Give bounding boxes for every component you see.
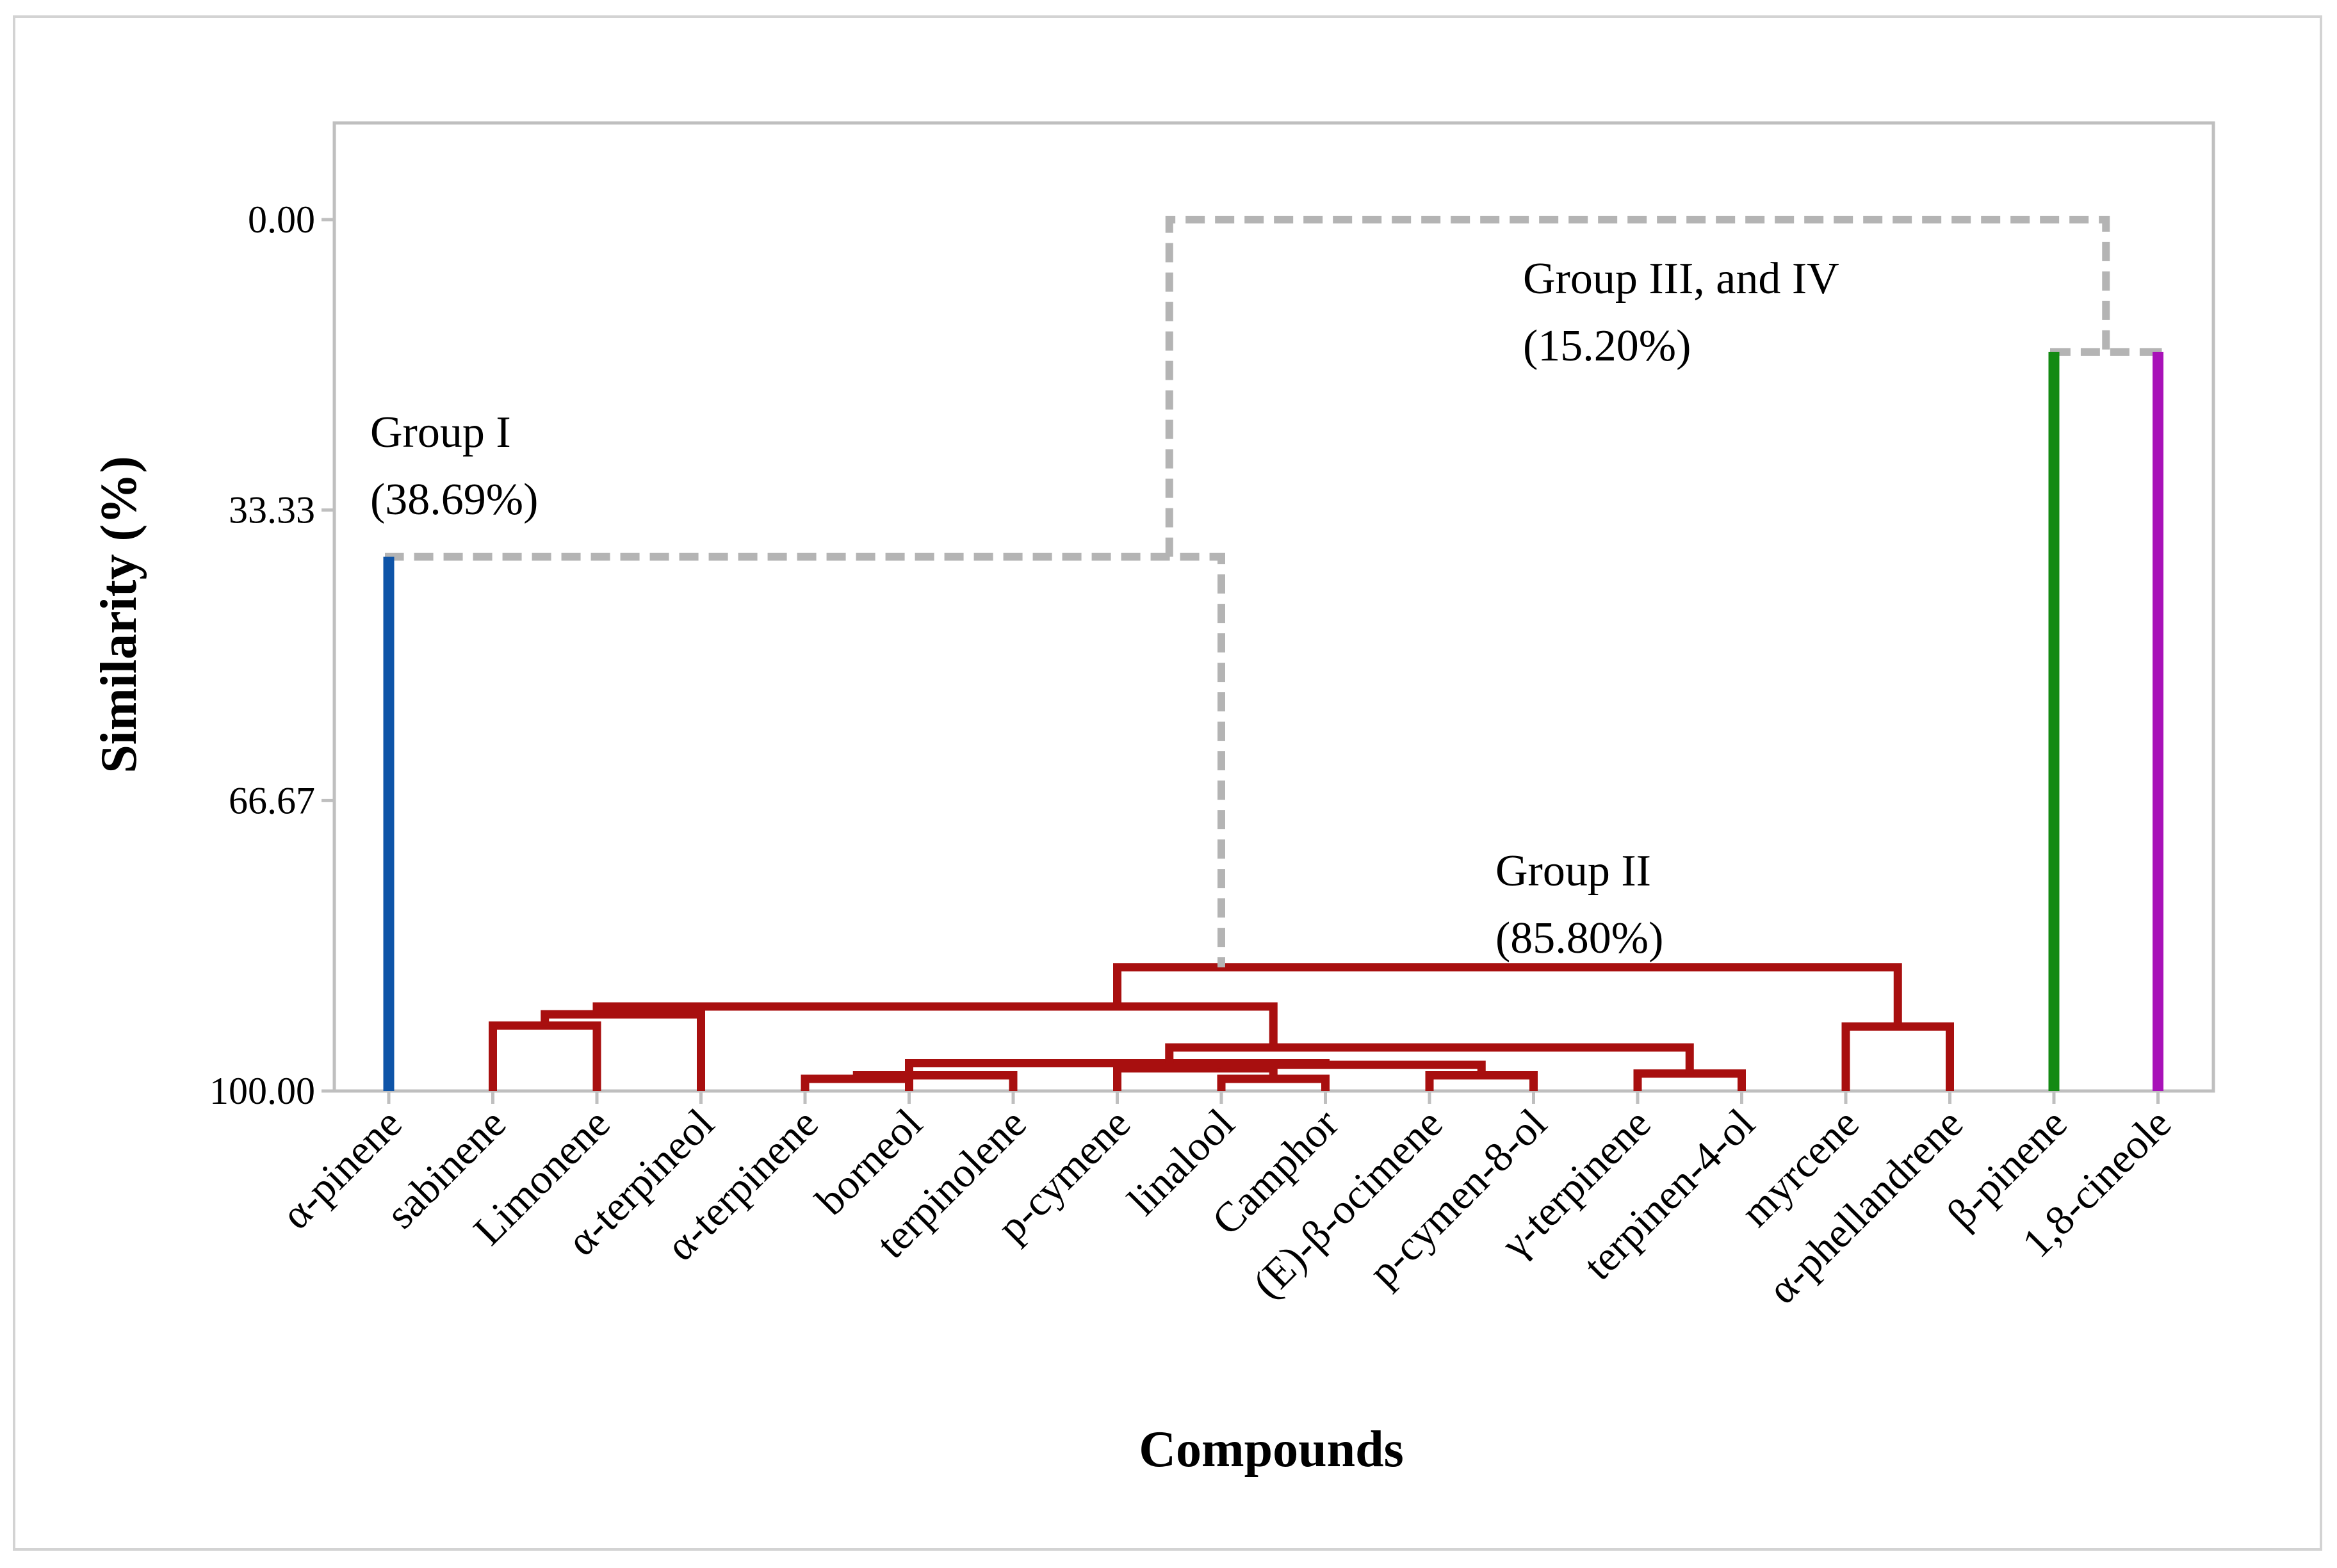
dendrogram-link <box>1165 1043 1694 1074</box>
y-tick-label: 66.67 <box>229 779 315 821</box>
dendrogram-link <box>1841 1022 1954 1091</box>
x-axis-title: Compounds <box>1139 1421 1404 1478</box>
group-2-label: Group II <box>1495 846 1651 896</box>
leaf-stems <box>383 352 2163 1091</box>
group-3-4-percent: (15.20%) <box>1523 321 1691 371</box>
y-tick-label: 0.00 <box>248 198 315 241</box>
dendrogram-link <box>905 1058 1330 1076</box>
dendrogram-connector-dashed <box>1165 216 2110 557</box>
dendrogram-connector-dashed <box>2050 348 2162 1091</box>
dendrogram-link <box>1113 963 1902 1027</box>
y-axis-title: Similarity (%) <box>91 456 147 773</box>
dendrogram-link <box>801 1074 913 1091</box>
group-3-4-label: Group III, and IV <box>1523 254 1839 303</box>
x-axis-ticks: α-pinenesabineneLimoneneα-terpineolα-ter… <box>273 1091 2180 1313</box>
y-tick-label: 100.00 <box>209 1070 315 1112</box>
y-axis-ticks: 0.00 33.33 66.67 100.00 <box>209 198 334 1112</box>
dendrogram-link <box>852 1071 1018 1091</box>
plot-border <box>332 121 2215 1093</box>
group-1-percent: (38.69%) <box>370 475 538 524</box>
group-1-label: Group I <box>370 408 511 457</box>
dendrogram-links <box>385 216 2162 1091</box>
dendrogram-link <box>1425 1071 1538 1091</box>
dendrogram-connector-dashed <box>385 553 1225 1091</box>
figure-frame <box>13 15 2322 1551</box>
plot-area <box>332 121 2215 1093</box>
dendrogram-link <box>489 1021 601 1091</box>
y-tick-label: 33.33 <box>229 489 315 531</box>
dendrogram-link <box>1633 1069 1746 1091</box>
dendrogram-link <box>541 1010 705 1091</box>
dendrogram-link <box>1113 1064 1278 1091</box>
dendrogram-link <box>592 1002 1278 1047</box>
dendrogram-link <box>1217 1074 1330 1091</box>
group-2-percent: (85.80%) <box>1495 914 1663 963</box>
